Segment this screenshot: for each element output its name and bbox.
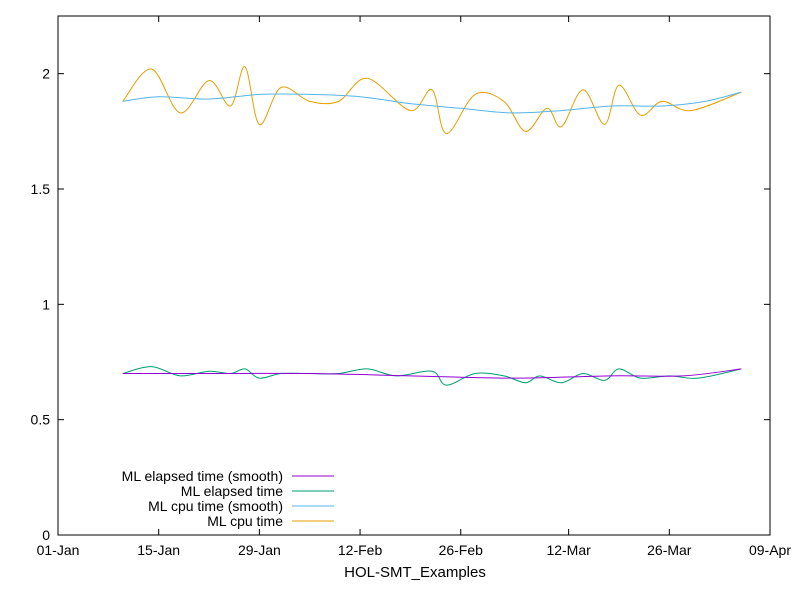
y-tick-label: 1 [42,296,50,312]
y-axis-ticks: 0 0.5 1 1.5 2 [31,66,770,543]
y-tick-label: 2 [42,66,50,82]
y-tick-label: 0 [42,527,50,543]
x-axis-label: HOL-SMT_Examples [344,564,486,581]
x-tick-label: 26-Feb [439,542,484,558]
series-layer [122,66,742,386]
x-tick-label: 09-Apr [749,542,791,558]
x-tick-label: 01-Jan [37,542,80,558]
x-tick-label: 26-Mar [647,542,692,558]
x-axis-ticks: 01-Jan 15-Jan 29-Jan 12-Feb 26-Feb 12-Mar 26-M… [37,16,791,558]
legend-label: ML cpu time (smooth) [148,498,283,514]
plot-border [57,15,771,536]
series-line-ml-cpu-time-smooth [122,91,742,114]
x-tick-label: 15-Jan [137,542,180,558]
x-tick-label: 12-Mar [546,542,591,558]
legend-label: ML cpu time [207,513,283,529]
legend-label: ML elapsed time (smooth) [122,468,283,484]
series-line-ml-elapsed-time-smooth [122,368,742,379]
series-line-ml-cpu-time [122,66,742,135]
legend-label: ML elapsed time [181,483,283,499]
x-tick-label: 29-Jan [238,542,281,558]
x-tick-label: 12-Feb [338,542,383,558]
legend: ML elapsed time (smooth)ML elapsed timeM… [122,468,334,529]
y-tick-label: 0.5 [31,412,51,428]
y-tick-label: 1.5 [31,181,51,197]
